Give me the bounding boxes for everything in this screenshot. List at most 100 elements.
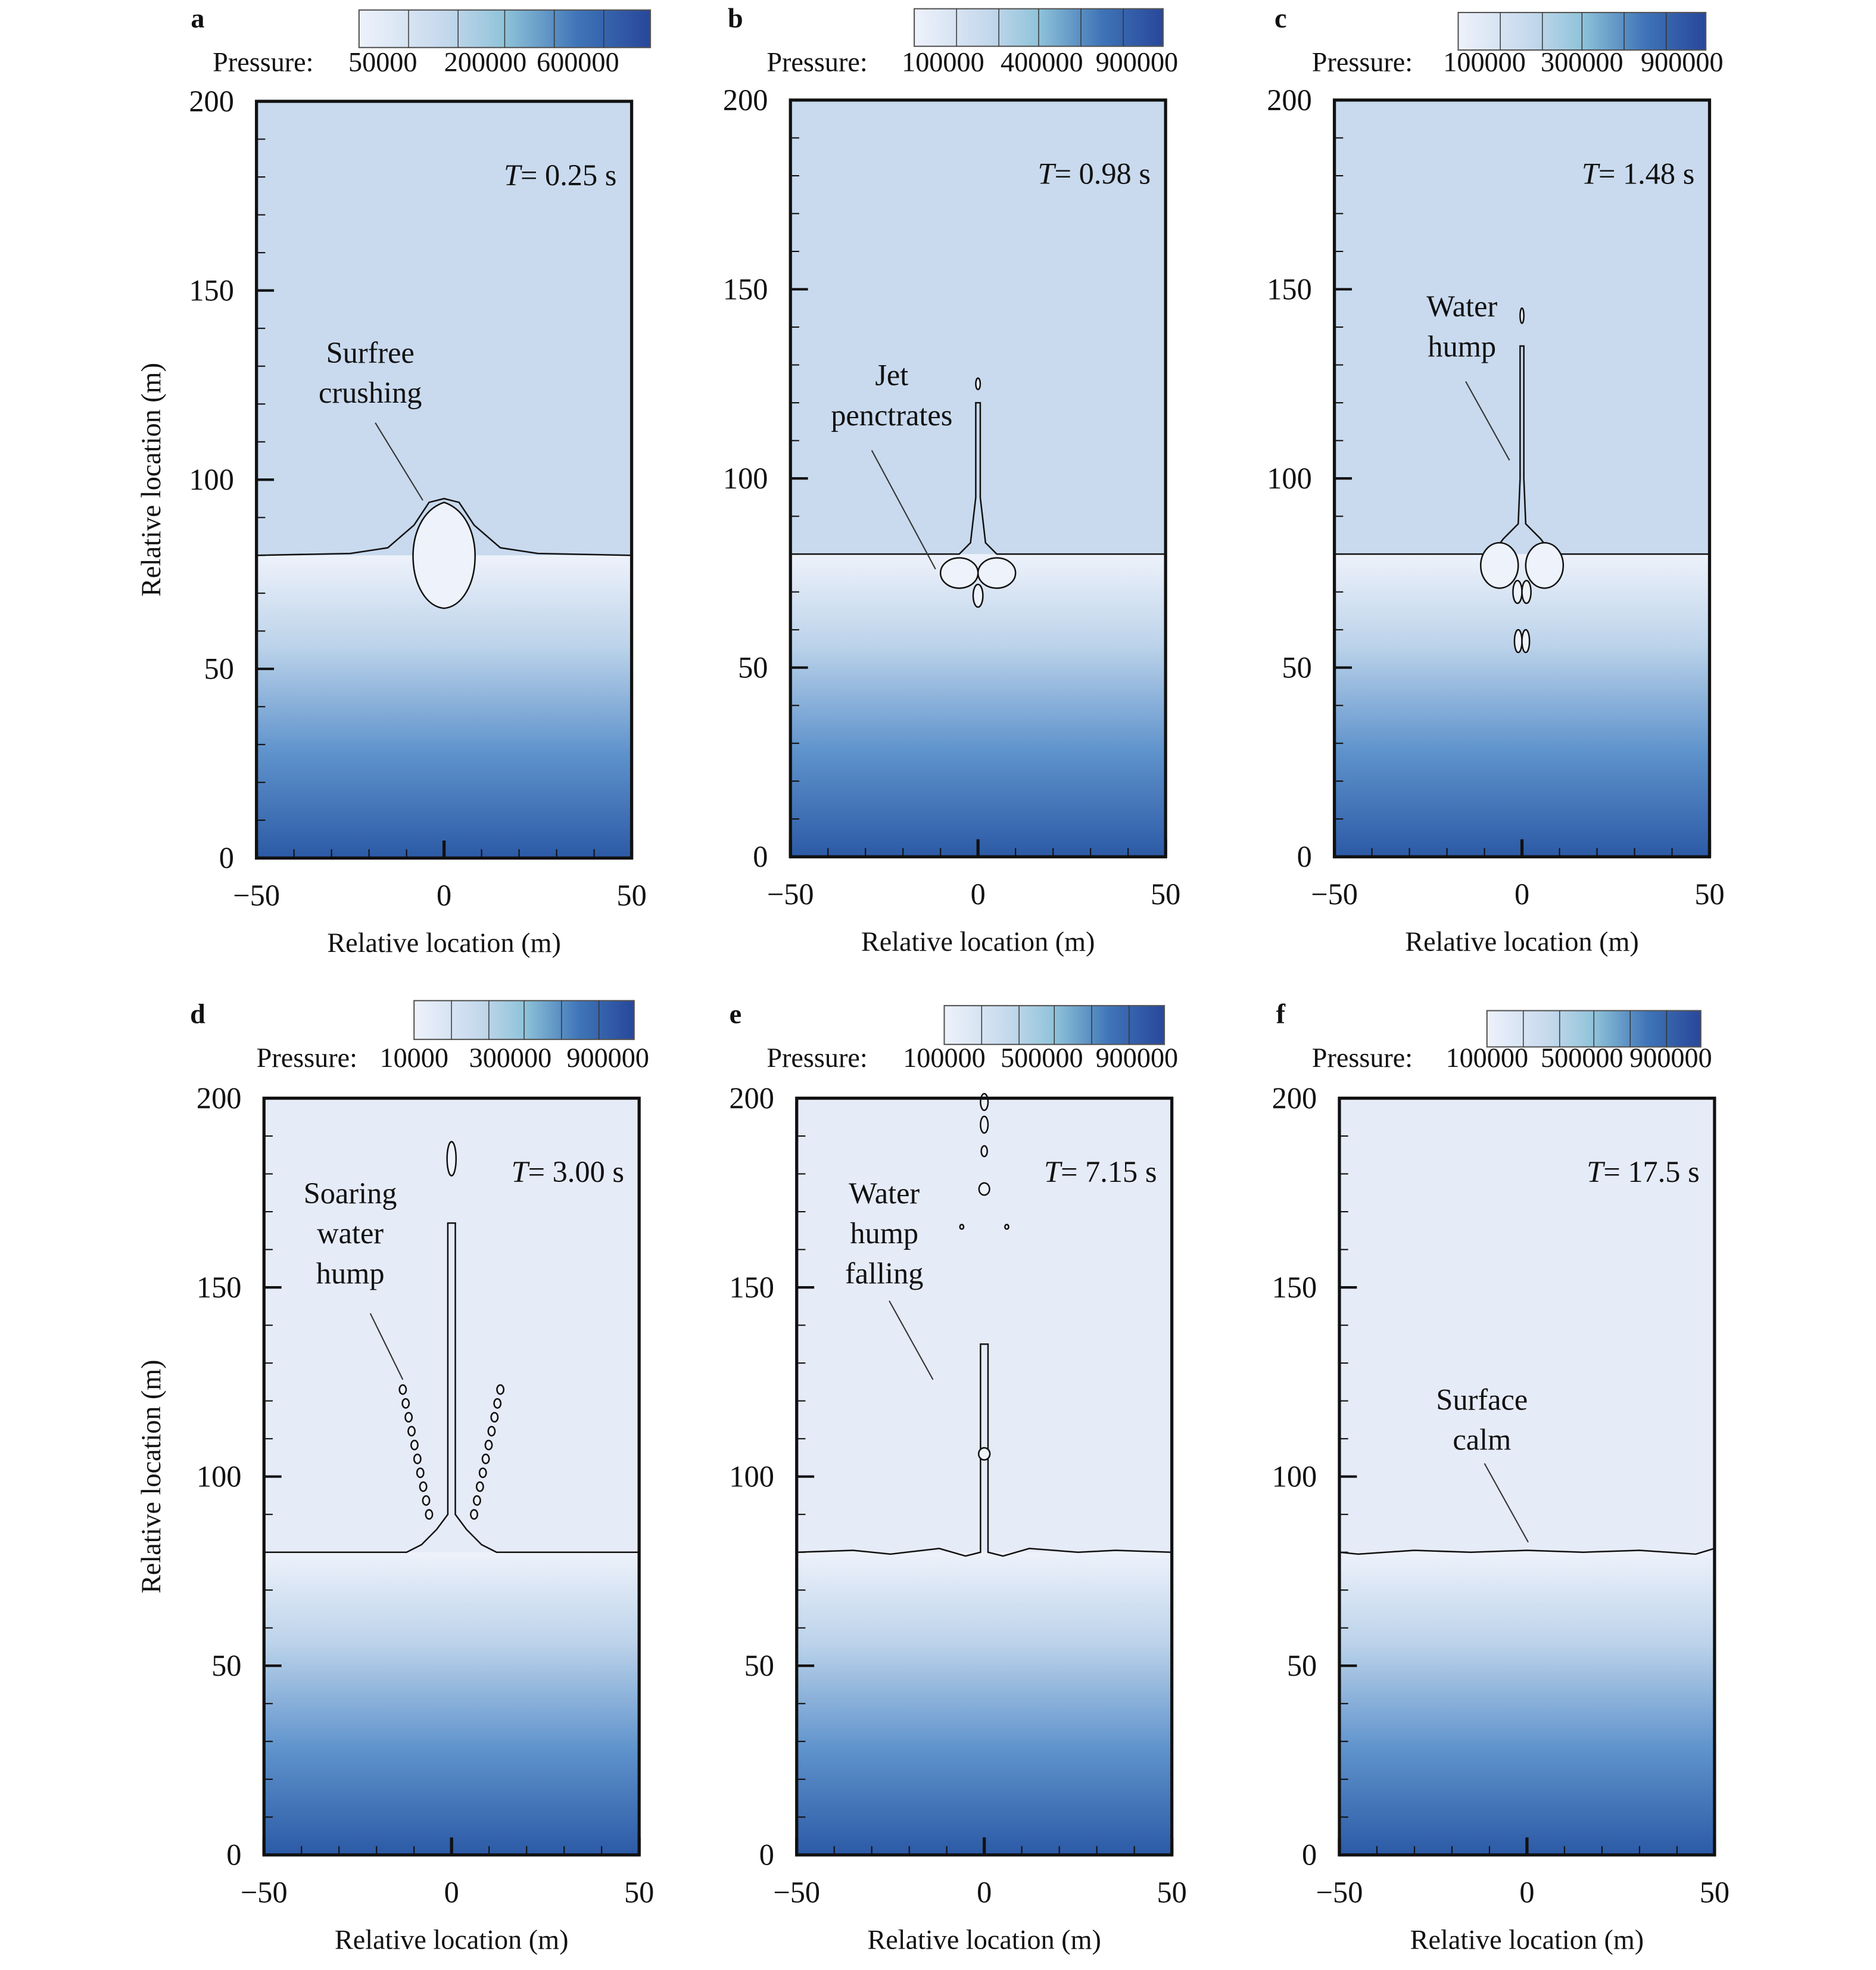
colorbar-tick-label: 200000 [444, 47, 527, 77]
y-tick-label: 100 [1267, 462, 1312, 495]
bubble-contour [1480, 541, 1519, 589]
x-tick-label: 50 [616, 879, 646, 912]
x-tick-label: 0 [971, 877, 986, 911]
annotation-text: Water [1426, 290, 1497, 323]
y-tick-label: 200 [1267, 83, 1312, 117]
panel-e: e Pressure: 100000 500000 900000 0 50 100 150 200… [729, 999, 1186, 1955]
panel-a: a Pressure: 50000 200000 600000 0 50 100 150 200 −… [136, 3, 652, 958]
y-tick-label: 200 [1272, 1081, 1317, 1115]
annotation-text: Jet [875, 359, 908, 392]
droplet-contour [475, 1481, 484, 1492]
colorbar-tick-label: 900000 [566, 1042, 649, 1073]
droplet-contour [484, 1439, 493, 1451]
annotation-text: penctrates [831, 399, 952, 432]
droplet-contour [490, 1412, 499, 1423]
panel-d: d Pressure: 10000 300000 900000 0 50 100 150 200 −… [136, 999, 654, 1955]
time-label: T= 17.5 s [1587, 1155, 1699, 1188]
y-tick-label: 100 [189, 463, 234, 496]
colorbar-tick-label: 100000 [903, 1042, 986, 1073]
x-tick-label: 0 [437, 879, 451, 912]
droplet-contour [470, 1509, 478, 1520]
y-tick-label: 50 [738, 651, 768, 684]
time-label: T= 7.15 s [1044, 1155, 1157, 1188]
y-tick-label: 100 [723, 462, 768, 495]
x-tick-label: 50 [1694, 877, 1724, 911]
colorbar-tick-label: 900000 [1629, 1042, 1712, 1073]
x-axis-label: Relative location (m) [861, 926, 1095, 957]
x-tick-label: 50 [1700, 1876, 1729, 1909]
panel-label: c [1274, 3, 1287, 33]
droplet-contour [959, 1224, 965, 1230]
droplet-contour [496, 1384, 505, 1395]
x-tick-label: −50 [1311, 877, 1358, 911]
water-region [1334, 554, 1710, 857]
free-surface-contour [796, 1343, 1172, 1557]
bubble-contour [1521, 580, 1532, 604]
colorbar-tick-label: 50000 [348, 47, 417, 77]
free-surface-contour [264, 1222, 640, 1553]
water-region [264, 1552, 640, 1855]
droplet-contour [422, 1495, 431, 1506]
annotation-text: falling [845, 1256, 924, 1290]
droplet-contour [980, 1115, 989, 1134]
annotation-text: hump [850, 1216, 918, 1250]
y-tick-label: 100 [1272, 1459, 1317, 1493]
droplet-contour [416, 1467, 425, 1479]
x-tick-label: −50 [767, 877, 814, 911]
x-tick-label: 50 [1157, 1876, 1186, 1909]
time-value: = 1.48 s [1598, 157, 1694, 191]
y-tick-label: 0 [219, 841, 234, 874]
colorbar-tick-label: 900000 [1641, 47, 1724, 77]
droplet-contour [425, 1509, 434, 1520]
y-tick-label: 0 [753, 840, 768, 873]
bubble-contour [1525, 541, 1565, 589]
x-axis-label: Relative location (m) [335, 1924, 568, 1955]
droplet-contour [975, 377, 981, 391]
colorbar-title: Pressure: [1312, 1042, 1413, 1073]
colorbar-tick-label: 900000 [1096, 47, 1179, 77]
panel-b: b Pressure: 100000 400000 900000 0 50 100 150 200… [723, 3, 1180, 957]
annotation-text: calm [1453, 1423, 1511, 1457]
panel-label: e [730, 999, 742, 1029]
colorbar-title: Pressure: [766, 47, 867, 77]
droplet-contour [481, 1454, 490, 1464]
annotation-text: Soaring [304, 1177, 397, 1210]
colorbar-tick-label: 500000 [1001, 1042, 1083, 1073]
y-axis-label: Relative location (m) [136, 363, 166, 596]
y-tick-label: 50 [204, 652, 234, 686]
droplet-contour [413, 1454, 422, 1464]
x-axis-label: Relative location (m) [327, 928, 560, 958]
annotation-leader-line [375, 422, 423, 501]
droplet-contour [410, 1439, 419, 1451]
colorbar-title: Pressure: [1312, 47, 1413, 77]
panel-label: f [1276, 999, 1286, 1029]
bubble-contour [977, 557, 1017, 589]
droplet-contour [977, 1447, 991, 1461]
droplet-contour [1521, 628, 1531, 653]
droplet-contour [978, 1182, 990, 1196]
annotation-leader-line [1465, 381, 1510, 461]
panel-label: d [190, 999, 205, 1029]
y-tick-label: 0 [1297, 840, 1312, 873]
y-axis-label: Relative location (m) [136, 1359, 166, 1593]
y-tick-label: 0 [226, 1838, 241, 1872]
x-tick-label: 0 [444, 1876, 459, 1909]
x-tick-label: −50 [1316, 1876, 1363, 1909]
droplet-contour [980, 1093, 989, 1112]
panel-f: f Pressure: 100000 500000 900000 0 50 100 150 200… [1272, 999, 1729, 1955]
x-tick-label: 0 [1514, 877, 1529, 911]
x-tick-label: 50 [624, 1876, 654, 1909]
annotation-leader-line [369, 1313, 404, 1380]
droplet-contour [478, 1467, 487, 1479]
panel-label: b [728, 3, 743, 33]
droplet-contour [404, 1412, 413, 1423]
y-tick-label: 150 [197, 1271, 242, 1304]
y-tick-label: 50 [1287, 1649, 1317, 1682]
time-symbol: T [512, 1155, 530, 1188]
panel-label: a [191, 3, 204, 33]
colorbar-tick-label: 300000 [469, 1042, 552, 1073]
y-tick-label: 200 [723, 83, 768, 117]
colorbar-tick-label: 300000 [1541, 47, 1623, 77]
time-value: = 0.25 s [521, 158, 616, 192]
